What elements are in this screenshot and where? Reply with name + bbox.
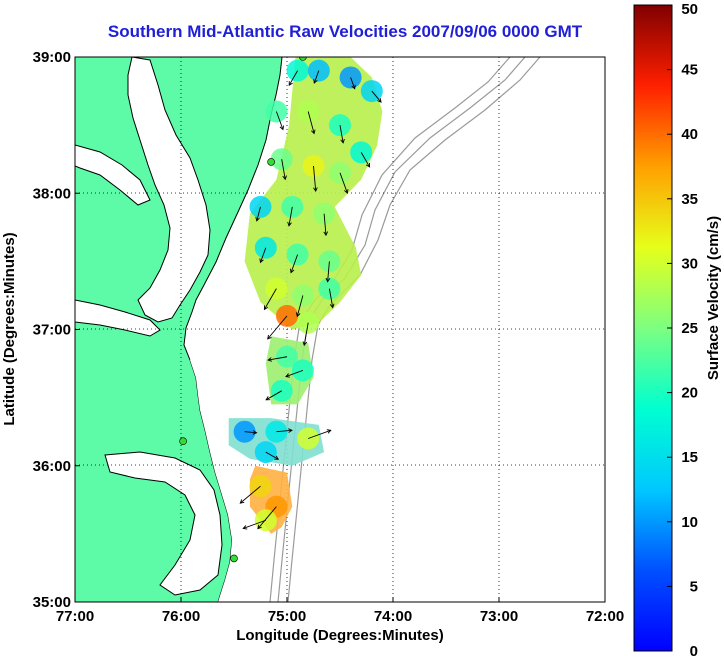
y-axis-label: Latitude (Degrees:Minutes) <box>1 232 18 425</box>
velocity-vector <box>255 206 261 222</box>
y-tick-label: 36:00 <box>33 458 71 475</box>
colorbar-label: Surface Velocity (cm/s) <box>705 216 722 380</box>
velocity-vector <box>265 451 280 460</box>
y-tick-label: 39:00 <box>33 49 71 66</box>
x-tick-label: 73:00 <box>480 608 518 625</box>
velocity-vector <box>302 322 309 347</box>
potomac-river <box>75 144 151 206</box>
velocity-vector <box>323 213 328 237</box>
radar-station-marker <box>179 437 187 446</box>
colorbar-tick-label: 5 <box>690 578 698 595</box>
velocity-vector <box>276 428 293 433</box>
velocity-vector <box>288 70 298 86</box>
velocity-vector <box>267 356 288 362</box>
velocity-vector <box>285 369 304 378</box>
velocity-vector <box>257 506 277 530</box>
velocity-vector <box>313 70 320 84</box>
velocity-vector <box>295 295 304 318</box>
colorbar-scale <box>633 4 673 652</box>
x-tick-label: 76:00 <box>162 608 200 625</box>
velocity-vector <box>244 430 258 435</box>
velocity-vector <box>325 261 331 283</box>
map-title: Southern Mid-Atlantic Raw Velocities 200… <box>107 22 583 41</box>
velocity-vector <box>313 165 318 193</box>
outer-banks-strip <box>190 345 242 602</box>
chesapeake-bay <box>127 57 211 323</box>
radar-station-marker <box>299 57 307 61</box>
x-tick-label: 77:00 <box>56 608 94 625</box>
velocity-vector <box>360 152 371 168</box>
x-tick-label: 72:00 <box>586 608 624 625</box>
velocity-vector <box>263 288 277 311</box>
y-tick-label: 38:00 <box>33 185 71 202</box>
colorbar-ticks: 0 5 10 15 20 25 30 35 40 45 50 <box>667 1 698 659</box>
velocity-vector <box>267 315 288 340</box>
velocity-vector <box>307 111 316 135</box>
x-tick-label: 75:00 <box>268 608 306 625</box>
velocity-vector <box>308 429 332 439</box>
x-axis-ticks: 77:00 76:00 75:00 74:00 73:00 72:00 <box>56 597 624 625</box>
colorbar-tick-label: 20 <box>681 385 698 402</box>
colorbar-tick-label: 25 <box>681 320 698 337</box>
colorbar-tick-label: 15 <box>681 449 698 466</box>
velocity-vector <box>239 485 261 504</box>
velocity-vector <box>242 519 266 530</box>
velocity-vector <box>339 125 345 144</box>
velocity-vector <box>265 390 282 401</box>
colorbar-tick-label: 0 <box>690 643 698 659</box>
colorbar-tick-label: 45 <box>681 62 698 79</box>
colorbar-tick-label: 10 <box>681 514 698 531</box>
colorbar: 0 5 10 15 20 25 30 35 40 45 50 Surface Velocity (c… <box>633 1 722 659</box>
velocity-vector <box>259 247 267 264</box>
velocity-vector <box>328 288 335 309</box>
y-tick-label: 35:00 <box>33 594 71 611</box>
colorbar-tick-label: 50 <box>681 1 698 18</box>
radar-station-marker <box>230 554 238 563</box>
velocity-vector <box>281 159 287 181</box>
x-axis-label: Longitude (Degrees:Minutes) <box>236 627 444 644</box>
colorbar-tick-label: 35 <box>681 191 698 208</box>
map-area <box>75 57 605 602</box>
velocity-vectors <box>233 59 383 532</box>
y-axis-ticks: 35:00 36:00 37:00 38:00 39:00 <box>33 49 80 611</box>
velocity-vector <box>339 172 349 194</box>
velocity-vector <box>287 206 293 227</box>
james-river <box>75 299 161 337</box>
velocity-vector <box>289 254 299 274</box>
radar-stations <box>179 57 307 563</box>
colorbar-tick-label: 30 <box>681 255 698 272</box>
velocity-vector <box>350 77 356 90</box>
velocity-vector <box>371 90 382 103</box>
radar-station-marker <box>267 158 275 166</box>
y-tick-label: 37:00 <box>33 322 71 339</box>
albemarle-pamlico-sound <box>104 451 223 596</box>
x-tick-label: 74:00 <box>374 608 412 625</box>
velocity-vector <box>275 111 285 131</box>
colorbar-tick-label: 40 <box>681 126 698 143</box>
